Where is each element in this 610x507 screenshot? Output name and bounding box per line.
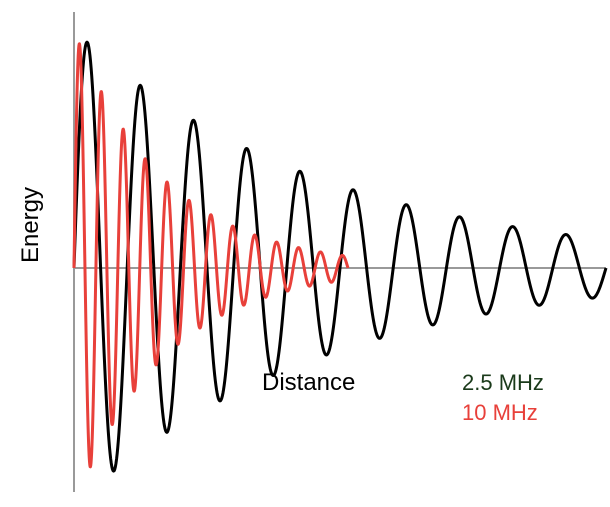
x-axis-label: Distance <box>262 369 355 396</box>
legend-entry-2-5-mhz: 2.5 MHz <box>462 370 544 395</box>
series-line-10-mhz <box>72 42 350 469</box>
legend-entry-10-mhz: 10 MHz <box>462 400 538 425</box>
y-axis-label: Energy <box>17 187 44 263</box>
series-line-2-5-mhz <box>72 40 608 473</box>
series-layer <box>72 40 608 473</box>
